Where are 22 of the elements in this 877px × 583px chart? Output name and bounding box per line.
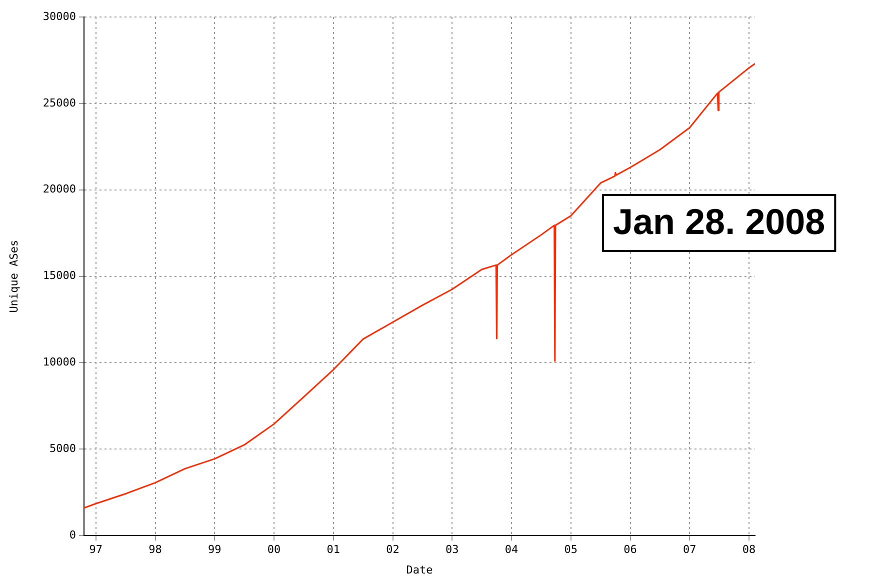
y-tick-label: 30000 [42, 10, 76, 23]
x-tick-label: 02 [386, 543, 400, 556]
x-tick-label: 00 [267, 543, 281, 556]
y-tick-label: 15000 [42, 269, 76, 282]
x-tick-label: 06 [624, 543, 637, 556]
x-tick-label: 05 [564, 543, 578, 556]
y-tick-label: 5000 [50, 442, 76, 456]
x-tick-label: 98 [148, 543, 162, 556]
x-tick-label: 04 [504, 543, 519, 556]
x-tick-label: 07 [683, 543, 696, 556]
y-axis-title: Unique ASes [7, 240, 20, 313]
y-tick-label: 25000 [42, 96, 76, 110]
x-axis-title: Date [406, 563, 433, 576]
x-tick-label: 99 [208, 543, 222, 556]
y-tick-label: 10000 [42, 356, 76, 369]
y-tick-label: 0 [69, 528, 76, 542]
annotation: Jan 28. 2008 [613, 200, 826, 242]
y-tick-label: 20000 [42, 182, 76, 196]
x-tick-label: 97 [89, 543, 102, 556]
x-tick-label: 01 [326, 543, 340, 556]
x-tick-label: 03 [446, 543, 459, 556]
x-tick-label: 08 [742, 543, 756, 556]
